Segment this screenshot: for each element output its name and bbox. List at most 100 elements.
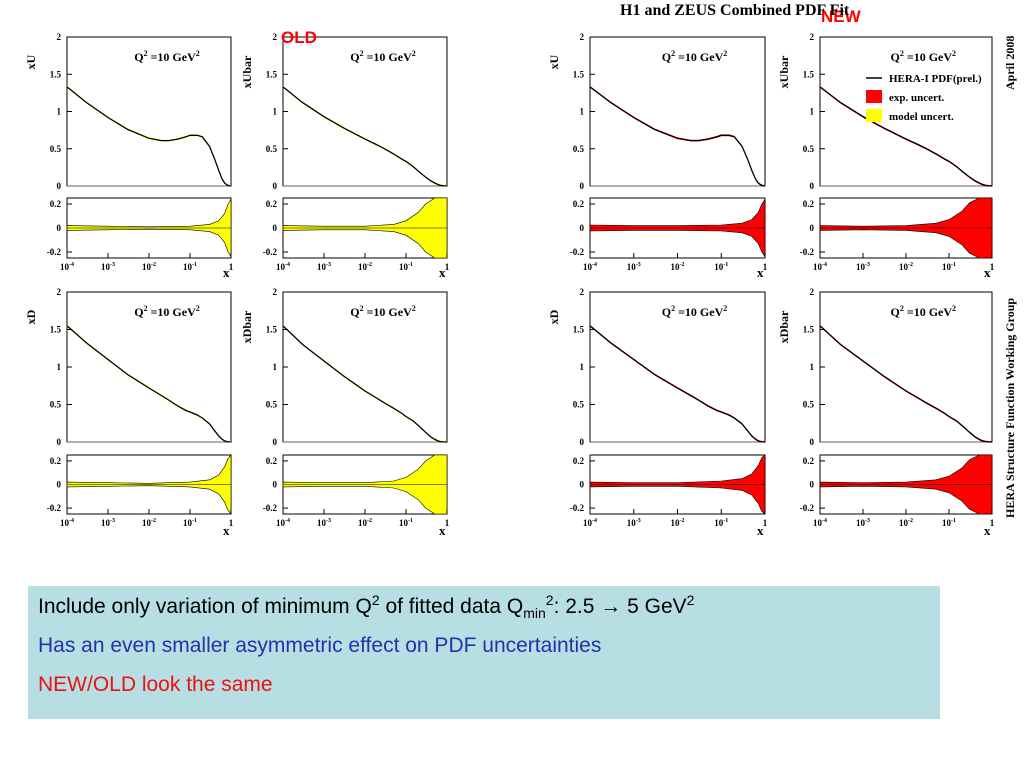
- info-line-1-mid: of fitted data Q: [379, 595, 524, 618]
- new-xdbar-q2-annotation: Q2 =10 GeV2: [891, 304, 957, 319]
- new-label: NEW: [821, 7, 861, 26]
- new-xubar-ytick-label: 0: [810, 181, 815, 191]
- old-xubar-xtick-label: 10-3: [317, 262, 331, 272]
- new-xd-ytick-label: 0.5: [573, 400, 585, 410]
- old-xubar-ytick-label: 2: [273, 32, 278, 42]
- new-xu-ytick-label: 1: [580, 107, 585, 117]
- new-xu-main-frame: [589, 36, 766, 187]
- new-xu-central-curve: [589, 86, 766, 187]
- old-xu-xtick-label: 10-4: [60, 262, 74, 272]
- new-xu-xlabel: x: [757, 265, 764, 280]
- new-xd-rtick-label: 0.2: [573, 456, 585, 466]
- old-xdbar-ytick-label: 1: [273, 362, 278, 372]
- new-xd-xtick-label: 1: [763, 518, 768, 528]
- legend-entry-label: model uncert.: [889, 111, 954, 123]
- new-xdbar-ytick-label: 1.5: [803, 325, 815, 335]
- figure-title: H1 and ZEUS Combined PDF Fit: [620, 2, 850, 19]
- info-sup-1: 2: [371, 592, 380, 608]
- new-xubar-ytick-label: 0.5: [803, 144, 815, 154]
- old-xd-rtick-label: 0.2: [50, 456, 62, 466]
- old-xd-xtick-label: 10-1: [183, 518, 197, 528]
- new-xdbar-rtick-label: 0: [810, 480, 815, 490]
- old-xu-xtick-label: 10-3: [101, 262, 115, 272]
- new-xdbar-xtick-label: 1: [990, 518, 995, 528]
- pdf-comparison-figure: 0 0.5 1 1.5 2 Q2 =10 GeV2 -0.2 0 0.2 10-4 10-3 10-2…: [24, 32, 995, 538]
- old-xd-ytick-label: 2: [57, 287, 62, 297]
- new-xu-rtick-label: -0.2: [570, 247, 585, 257]
- old-xubar-xlabel: x: [439, 265, 446, 280]
- new-xubar-main-frame: [819, 36, 993, 187]
- old-xd-ytick-label: 1: [57, 362, 62, 372]
- new-xd-rtick-label: 0: [580, 480, 585, 490]
- new-xubar-rtick-label: 0.2: [803, 199, 815, 209]
- old-xd-ytick-label: 1.5: [50, 325, 62, 335]
- old-xdbar-q2-annotation: Q2 =10 GeV2: [350, 304, 416, 319]
- old-xdbar-ytick-label: 1.5: [266, 325, 278, 335]
- new-xu-xtick-label: 10-3: [627, 262, 641, 272]
- new-xu-xtick-label: 10-1: [714, 262, 728, 272]
- new-xubar-ytick-label: 1.5: [803, 69, 815, 79]
- old-xd-rtick-label: -0.2: [47, 503, 62, 513]
- old-xd-main-band: [67, 324, 231, 442]
- new-xd-ytick-label: 1: [580, 362, 585, 372]
- new-xubar-rtick-label: 0: [810, 223, 815, 233]
- new-xubar-xlabel: x: [984, 265, 991, 280]
- new-xd-xtick-label: 10-3: [627, 518, 641, 528]
- new-xu-ytick-label: 1.5: [573, 69, 585, 79]
- new-xu-xtick-label: 10-2: [671, 262, 685, 272]
- old-xubar-main-frame: [282, 36, 448, 187]
- new-xdbar-xtick-label: 10-2: [899, 518, 913, 528]
- old-xu-xtick-label: 1: [229, 262, 234, 272]
- new-xdbar-xtick-label: 10-1: [942, 518, 956, 528]
- old-xubar-central-curve: [282, 86, 448, 187]
- old-xu-xlabel: x: [223, 265, 230, 280]
- info-box: Include only variation of minimum Q2 of …: [28, 586, 940, 719]
- new-xubar-xtick-label: 10-3: [856, 262, 870, 272]
- new-xd-ytick-label: 1.5: [573, 325, 585, 335]
- old-xd-central-curve: [66, 325, 232, 443]
- old-xdbar-main-frame: [282, 291, 448, 443]
- group-label: HERA Structure Function Working Group: [1003, 297, 1017, 518]
- old-xdbar-xtick-label: 10-2: [358, 518, 372, 528]
- new-xubar-xtick-label: 10-4: [813, 262, 827, 272]
- old-xd-rtick-label: 0: [57, 480, 62, 490]
- old-xu-ytick-label: 0: [57, 181, 62, 191]
- new-xd-rtick-label: -0.2: [570, 503, 585, 513]
- old-label: OLD: [281, 28, 317, 47]
- legend-box-swatch: [866, 90, 882, 103]
- new-xd-ytick-label: 2: [580, 287, 585, 297]
- new-xu-ytick-label: 2: [580, 32, 585, 42]
- old-xu-ylabel: xU: [24, 54, 38, 69]
- old-xubar-ylabel: xUbar: [240, 55, 254, 88]
- date-label: April 2008: [1003, 35, 1017, 90]
- info-line-2: Has an even smaller asymmetric effect on…: [38, 634, 602, 657]
- old-xu-main-frame: [66, 36, 232, 187]
- new-xd-main-band: [590, 324, 765, 442]
- new-xdbar-xlabel: x: [984, 523, 991, 538]
- old-xubar-ytick-label: 1.5: [266, 69, 278, 79]
- old-xdbar-ytick-label: 2: [273, 287, 278, 297]
- old-xubar-rtick-label: 0.2: [266, 199, 278, 209]
- info-sup-2: 2: [545, 592, 554, 608]
- new-xubar-ytick-label: 1: [810, 107, 815, 117]
- old-xubar-rtick-label: -0.2: [263, 247, 278, 257]
- info-sub-min: min: [523, 605, 546, 622]
- old-xubar-q2-annotation: Q2 =10 GeV2: [350, 49, 416, 64]
- old-xubar-rtick-label: 0: [273, 223, 278, 233]
- old-xu-rtick-label: -0.2: [47, 247, 62, 257]
- new-xu-ytick-label: 0.5: [573, 144, 585, 154]
- old-xd-ytick-label: 0.5: [50, 400, 62, 410]
- old-xubar-ytick-label: 0.5: [266, 144, 278, 154]
- old-xdbar-ytick-label: 0.5: [266, 400, 278, 410]
- old-xubar-ytick-label: 0: [273, 181, 278, 191]
- old-xdbar-xtick-label: 1: [445, 518, 450, 528]
- old-xdbar-xtick-label: 10-3: [317, 518, 331, 528]
- old-xubar-xtick-label: 10-1: [399, 262, 413, 272]
- new-xdbar-ytick-label: 0: [810, 437, 815, 447]
- new-xubar-xtick-label: 10-1: [942, 262, 956, 272]
- new-xu-ylabel: xU: [547, 54, 561, 69]
- old-xd-xtick-label: 1: [229, 518, 234, 528]
- old-xu-xtick-label: 10-1: [183, 262, 197, 272]
- info-line-1: Include only variation of minimum Q2 of …: [38, 592, 930, 622]
- old-xd-q2-annotation: Q2 =10 GeV2: [134, 304, 200, 319]
